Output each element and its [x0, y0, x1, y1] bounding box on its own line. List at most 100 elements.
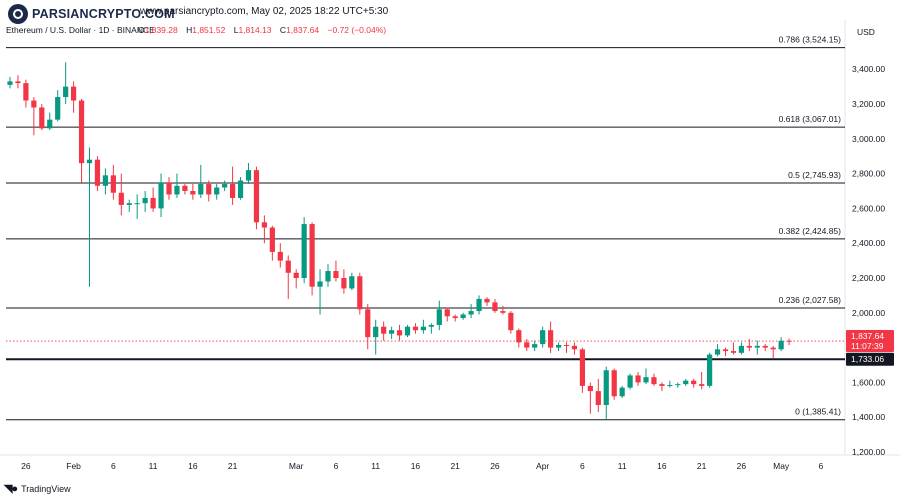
x-tick-label: 6 [111, 461, 116, 471]
candle-body [770, 347, 776, 350]
logo-text: PARSIANCRYPTO.COM [32, 7, 175, 21]
low-label: L [233, 25, 239, 35]
y-tick-label: 2,800.00 [852, 169, 885, 179]
candle-body [667, 385, 673, 387]
candle-body [277, 251, 283, 261]
x-tick-label: Mar [289, 461, 304, 471]
candle-body [182, 185, 188, 191]
candle-body [563, 344, 570, 346]
candle-body [94, 159, 101, 186]
x-tick-label: 16 [657, 461, 667, 471]
fib-level-label: 0.618 (3,067.01) [779, 114, 842, 124]
x-tick-label: 16 [411, 461, 421, 471]
candle-body [206, 184, 212, 195]
x-tick-label: 6 [819, 461, 824, 471]
candle-body [643, 377, 649, 383]
candle-body [571, 345, 578, 350]
candle-body [349, 276, 355, 289]
y-tick-label: 2,200.00 [852, 273, 885, 283]
candle-body [412, 326, 419, 331]
candle-body [381, 326, 387, 334]
candle-body [301, 224, 307, 278]
candle-body [444, 309, 450, 317]
x-tick-label: 21 [228, 461, 238, 471]
fib-level-label: 0.786 (3,524.15) [779, 35, 842, 45]
candle-body [230, 184, 236, 198]
candle-body [134, 203, 140, 205]
candle-body [555, 344, 562, 348]
candle-body [460, 314, 466, 319]
candle-body [754, 345, 760, 348]
candle-body [436, 309, 442, 325]
y-tick-label: 1,600.00 [852, 377, 885, 387]
candle-body [476, 298, 482, 312]
candle-body [548, 330, 554, 348]
parsiancrypto-logo: PARSIANCRYPTO.COM [6, 2, 179, 26]
candle-body [333, 271, 339, 278]
x-tick-label: 11 [371, 461, 380, 471]
candle-body [166, 182, 172, 195]
candle-body [214, 187, 220, 195]
candle-body [492, 302, 498, 312]
open-label: O [138, 25, 145, 35]
y-tick-label: 3,400.00 [852, 64, 885, 74]
candle-body [452, 316, 458, 319]
last-price-countdown: 11:07:39 [851, 341, 884, 351]
chart-header: PARSIANCRYPTO.COM [6, 2, 179, 38]
support-price-tag [846, 352, 894, 366]
candle-body [198, 184, 204, 195]
x-tick-label: 11 [149, 461, 158, 471]
candle-body [595, 391, 601, 406]
x-tick-label: 16 [188, 461, 198, 471]
x-tick-label: 11 [618, 461, 627, 471]
candle-body [587, 385, 593, 392]
high-label: H [186, 25, 193, 35]
x-tick-label: 21 [697, 461, 707, 471]
candle-body [428, 324, 434, 327]
candle-body [627, 375, 633, 388]
candle-body [484, 298, 490, 303]
candle-body [309, 224, 315, 287]
high-value: 1,851.52 [192, 25, 226, 35]
fib-level-label: 0.382 (2,424.85) [779, 226, 842, 236]
support-price-tag-value: 1,733.06 [851, 354, 884, 364]
candle-body [110, 175, 116, 193]
y-tick-label: 3,000.00 [852, 134, 885, 144]
candle-body [675, 384, 681, 386]
candle-body [126, 203, 132, 205]
candle-body [786, 340, 792, 342]
candle-body [714, 349, 721, 355]
fib-level-label: 0.236 (2,027.58) [779, 295, 842, 305]
candle-body [603, 370, 609, 406]
candle-body [23, 83, 29, 101]
candle-body [261, 222, 267, 228]
candle-body [325, 271, 331, 282]
candle-body [691, 380, 697, 385]
candle-body [683, 380, 689, 385]
parsiancrypto-logo-icon [8, 4, 28, 24]
candle-body [118, 192, 124, 205]
candle-body [722, 349, 729, 352]
x-tick-label: Feb [66, 461, 81, 471]
candle-body [39, 107, 45, 129]
candle-body [762, 345, 768, 348]
candle-body [420, 326, 426, 331]
x-tick-label: 26 [737, 461, 747, 471]
candle-body [317, 281, 323, 287]
candle-body [404, 326, 411, 336]
candle-body [158, 182, 164, 209]
candle-body [707, 354, 713, 386]
candle-body [699, 384, 705, 386]
candle-body [55, 97, 61, 120]
candle-body [396, 330, 403, 336]
y-tick-label: 1,200.00 [852, 447, 885, 457]
candle-body [222, 184, 228, 188]
symbol-label: Ethereum / U.S. Dollar · 1D · BINANCE [6, 25, 155, 35]
candle-body [659, 384, 665, 386]
candle-body [651, 377, 657, 385]
close-value: 1,837.64 [286, 25, 320, 35]
candle-body [508, 312, 514, 331]
candle-body [31, 100, 37, 108]
tradingview-brand: ◥● TradingView [4, 482, 71, 495]
